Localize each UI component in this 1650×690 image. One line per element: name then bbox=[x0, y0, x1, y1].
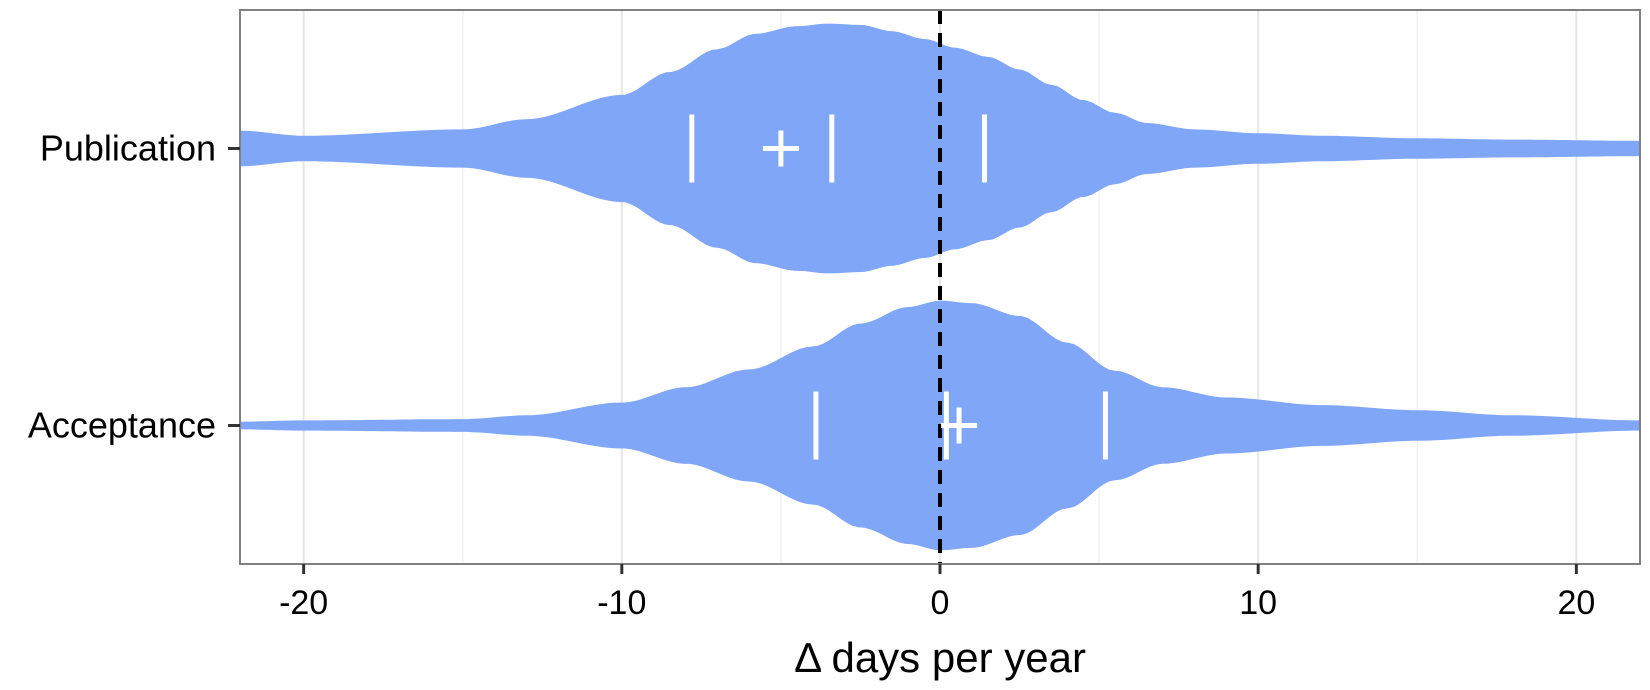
x-tick-label: -20 bbox=[279, 584, 328, 622]
x-tick-label: -10 bbox=[597, 584, 646, 622]
axes: -20 -10 0 10 20 Publication Acceptance bbox=[28, 128, 1595, 623]
marker-layer bbox=[689, 114, 1108, 460]
x-tick-label: 0 bbox=[931, 584, 950, 622]
y-category-label: Acceptance bbox=[28, 405, 216, 446]
x-tick-label: 20 bbox=[1557, 584, 1595, 622]
y-category-label: Publication bbox=[40, 128, 216, 169]
x-tick-label: 10 bbox=[1239, 584, 1277, 622]
x-axis-title: Δ days per year bbox=[794, 634, 1086, 681]
